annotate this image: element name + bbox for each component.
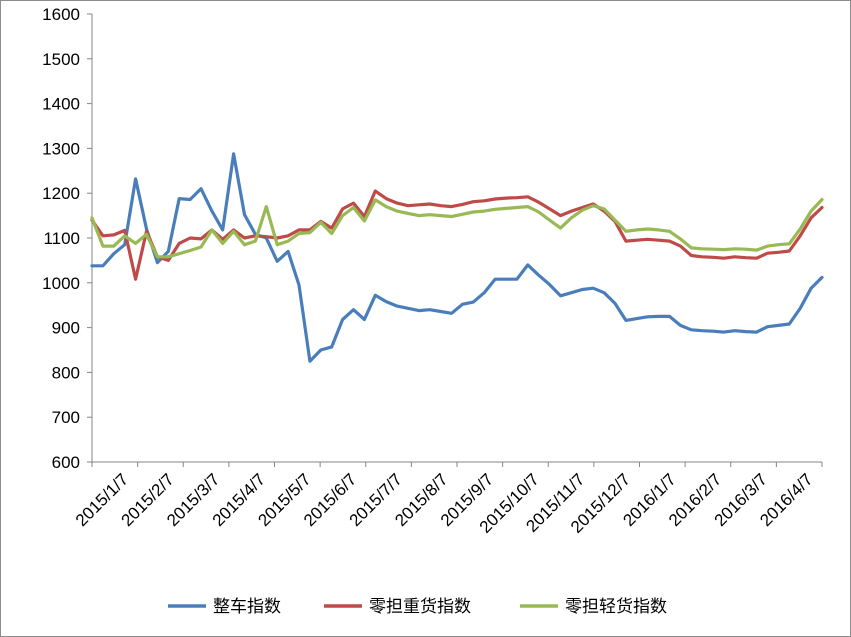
legend: 整车指数 零担重货指数 零担轻货指数 [168,597,667,617]
series-line-1 [90,152,824,363]
y-tick-label: 1300 [42,139,80,158]
y-tick-label: 1200 [42,184,80,203]
y-tick-label: 800 [52,363,80,382]
legend-label-1: 整车指数 [213,597,281,617]
series-layer [90,152,824,363]
y-tick-label: 700 [52,408,80,427]
y-tick-label: 1100 [43,229,80,248]
y-axis: 600 700 800 900 1000 1100 1200 1300 1400 1500 1600 [42,5,93,472]
y-tick-label: 1600 [42,5,80,24]
x-axis: 2015/1/72015/2/72015/3/72015/4/72015/5/7… [72,461,823,537]
series-line-3 [90,197,824,259]
y-tick-label: 900 [52,319,80,338]
y-tick-label: 1400 [42,95,80,114]
y-tick-label: 1500 [42,50,80,69]
legend-label-3: 零担轻货指数 [565,597,667,617]
series-line-2 [90,189,824,281]
y-tick-label: 600 [52,453,80,472]
y-tick-label: 1000 [42,274,80,293]
legend-label-2: 零担重货指数 [369,597,471,617]
